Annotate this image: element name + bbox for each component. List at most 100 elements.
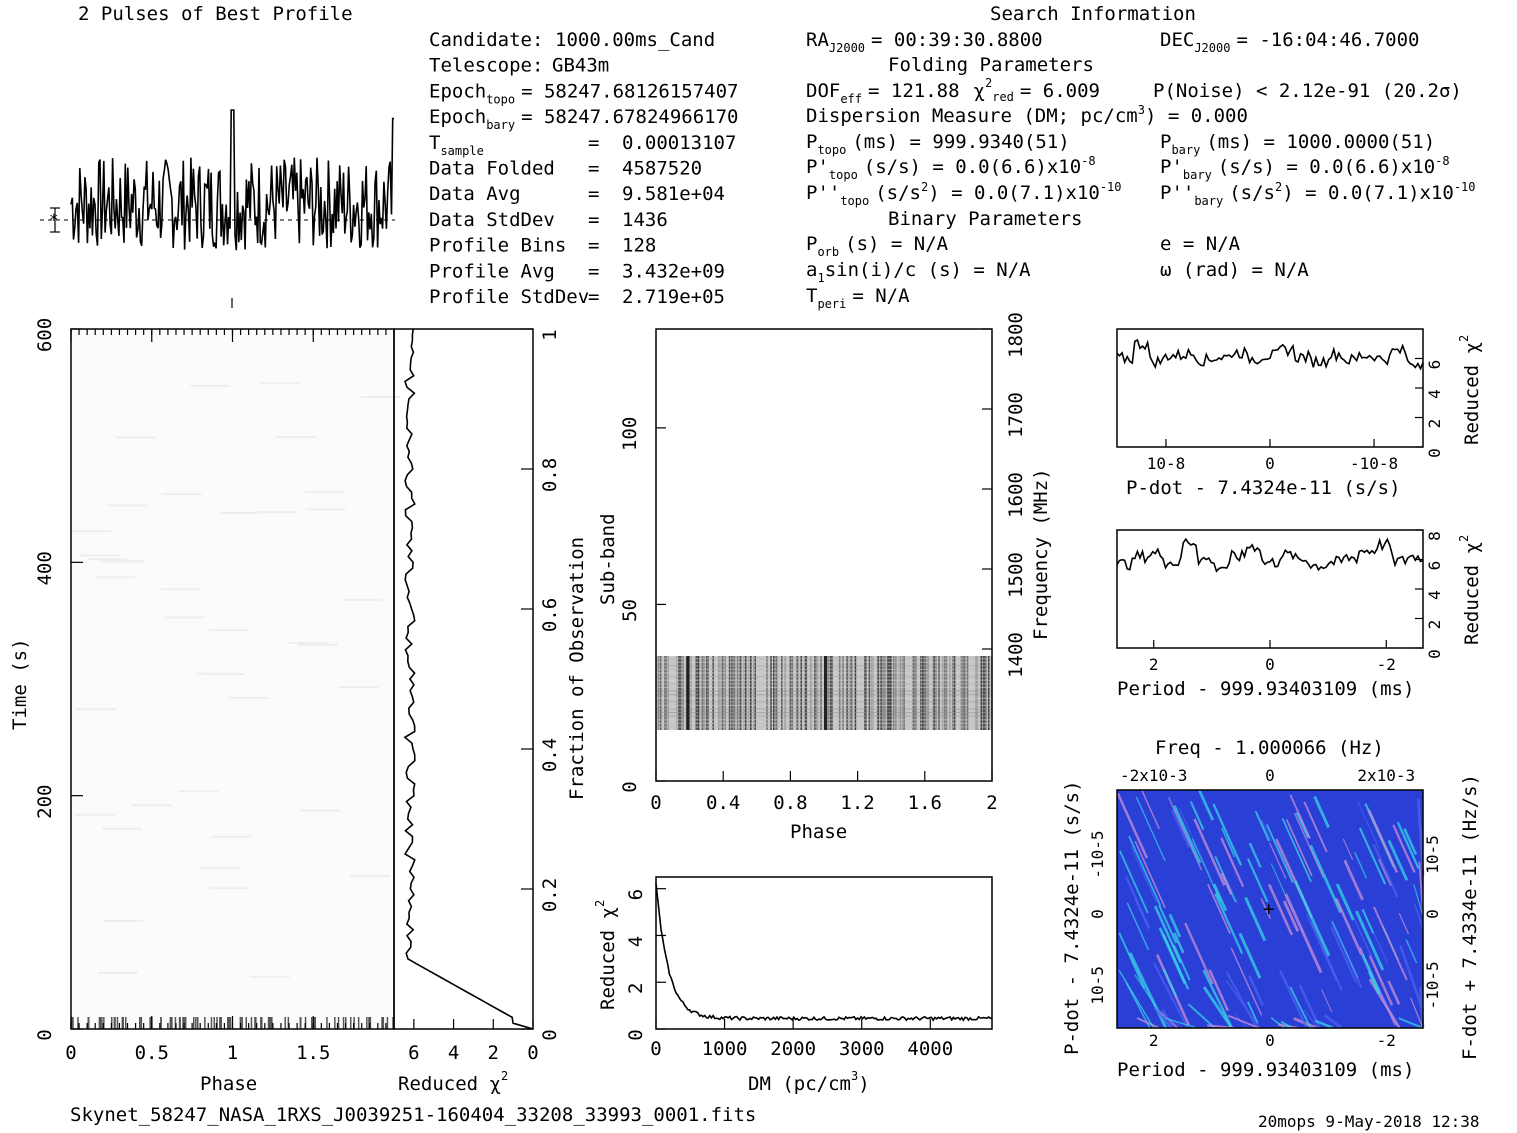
- small-x-tick-label: 0: [1265, 454, 1275, 473]
- map-fdot-tick-label: 10-5: [1423, 835, 1442, 874]
- map-period-tick-label: 2: [1149, 1031, 1159, 1050]
- map-streak: [1313, 795, 1330, 829]
- subband-pixel: [791, 656, 794, 730]
- info-eq: =: [588, 209, 599, 231]
- subband-pixel: [731, 656, 733, 730]
- map-streak: [1398, 913, 1410, 935]
- subband-pixel: [753, 656, 755, 730]
- subband-pixel: [941, 656, 944, 730]
- time-phase-pixel: [216, 1017, 218, 1029]
- map-streak: [1246, 858, 1269, 903]
- time-phase-pixel: [337, 1017, 340, 1029]
- subband-pixel: [800, 656, 803, 730]
- map-fdot-tick-label: -10-5: [1423, 961, 1442, 1009]
- svg-text:Ptopo(ms) = 999.9340(51): Ptopo (ms) = 999.9340(51): [806, 131, 1070, 157]
- fraction-tick-label: 0.2: [539, 878, 561, 912]
- fits-filename: Skynet_58247_NASA_1RXS_J0039251-160404_3…: [70, 1104, 756, 1126]
- info-value: 3.432e+09: [622, 260, 725, 282]
- subband-pixel: [888, 656, 890, 730]
- time-phase-pixel: [250, 1017, 253, 1029]
- time-phase-pixel: [88, 1017, 90, 1029]
- map-streak: [1361, 909, 1375, 934]
- search-info-title: Search Information: [990, 3, 1196, 25]
- map-streak: [1320, 988, 1333, 1013]
- chi2-tick-label: 6: [408, 1042, 419, 1064]
- subband-pixel: [850, 656, 853, 730]
- time-phase-pixel: [101, 1017, 103, 1029]
- map-streak: [1136, 1017, 1160, 1029]
- profile-panel: *: [40, 109, 395, 308]
- candidate-info-column: Candidate: 1000.00ms_Cand Telescope: GB43m E…: [429, 29, 738, 308]
- subband-pixel: [879, 656, 881, 730]
- subband-pixel: [935, 656, 937, 730]
- chi2-tick-label: 0: [527, 1042, 538, 1064]
- time-phase-pixel: [72, 1017, 74, 1029]
- time-phase-pixel: [300, 809, 341, 812]
- map-streak: [1173, 805, 1202, 864]
- info-value: 1000.00ms_Cand: [555, 29, 715, 51]
- subband-pixel: [810, 656, 813, 730]
- info-eq: =: [588, 158, 599, 180]
- map-streak: [1165, 1017, 1198, 1029]
- frequency-tick-label: 1400: [1005, 632, 1027, 678]
- subband-phase-tick-label: 1.6: [908, 792, 942, 814]
- info-value: 4587520: [622, 158, 702, 180]
- info-eq: =: [588, 286, 599, 308]
- fraction-tick-label: 0.4: [539, 738, 561, 772]
- map-streak: [1314, 1019, 1334, 1030]
- map-streak: [1158, 927, 1187, 985]
- phase-tick-label: 1: [227, 1042, 238, 1064]
- time-phase-pixel: [75, 813, 116, 816]
- info-row: Data Avg: [429, 183, 521, 205]
- time-phase-pixel: [298, 643, 339, 646]
- map-streak: [1202, 969, 1234, 1029]
- dm-tick-label: 2000: [770, 1038, 816, 1060]
- chi2-small-tick-label: 4: [1425, 389, 1444, 399]
- subband-pixel: [872, 656, 874, 730]
- time-phase-pixel: [195, 1017, 197, 1029]
- svg-text:Tperi= N/A: Tperi = N/A: [806, 285, 910, 311]
- time-phase-pixel: [210, 835, 251, 838]
- map-fdot-label: F-dot + 7.4334e-11 (Hz/s): [1459, 774, 1481, 1060]
- omega-value: ω (rad) = N/A: [1160, 259, 1309, 281]
- map-streak: [1309, 844, 1343, 914]
- info-row: Tsample: [429, 132, 484, 158]
- info-value: 128: [622, 235, 656, 257]
- subband-pixel: [864, 656, 866, 730]
- map-streak: [1153, 962, 1189, 1029]
- time-phase-pixel: [227, 1017, 229, 1029]
- time-phase-pixel: [140, 1017, 143, 1029]
- time-phase-pixel: [350, 875, 391, 878]
- subband-pixel: [743, 656, 745, 730]
- period-pdot-frame: [1116, 789, 1424, 1029]
- subband-pixel: [870, 656, 872, 730]
- map-streak: [1403, 828, 1418, 856]
- fraction-tick-label: 0: [539, 1029, 561, 1040]
- frequency-tick-label: 1500: [1005, 552, 1027, 598]
- subband-pixel: [846, 656, 848, 730]
- time-phase-pixel: [228, 1017, 230, 1029]
- map-streak: [1265, 824, 1294, 884]
- time-phase-pixel: [164, 616, 205, 619]
- map-streak: [1226, 880, 1239, 905]
- time-phase-pixel: [255, 1017, 257, 1029]
- dm-tick-label: 3000: [839, 1038, 885, 1060]
- error-bar-icon: *: [49, 207, 60, 233]
- subband-pixel: [781, 656, 783, 730]
- map-streak: [1212, 803, 1243, 866]
- info-row: Data Folded: [429, 158, 555, 180]
- time-phase-pixel: [269, 1017, 272, 1029]
- chi2-small-tick-label: 8: [1425, 531, 1444, 541]
- period-chi2-panel: 0 2 4 6 8 2 0 -2 Period - 999.93403109 (ms) Red…: [1116, 529, 1483, 700]
- info-eq: =: [588, 183, 599, 205]
- info-eq: =: [588, 132, 599, 154]
- subband-pixel: [831, 656, 833, 730]
- time-phase-pixel: [313, 1017, 316, 1029]
- subband-pixel: [983, 656, 986, 730]
- map-streak: [1285, 818, 1313, 877]
- svg-text:DECJ2000= -16:04:46.7000: DECJ2000 = -16:04:46.7000: [1160, 29, 1419, 55]
- pdot-bary-value: (s/s) = 0.0(6.6)x10: [1218, 156, 1435, 178]
- subband-pixel: [796, 656, 798, 730]
- time-phase-pixel: [334, 1017, 336, 1029]
